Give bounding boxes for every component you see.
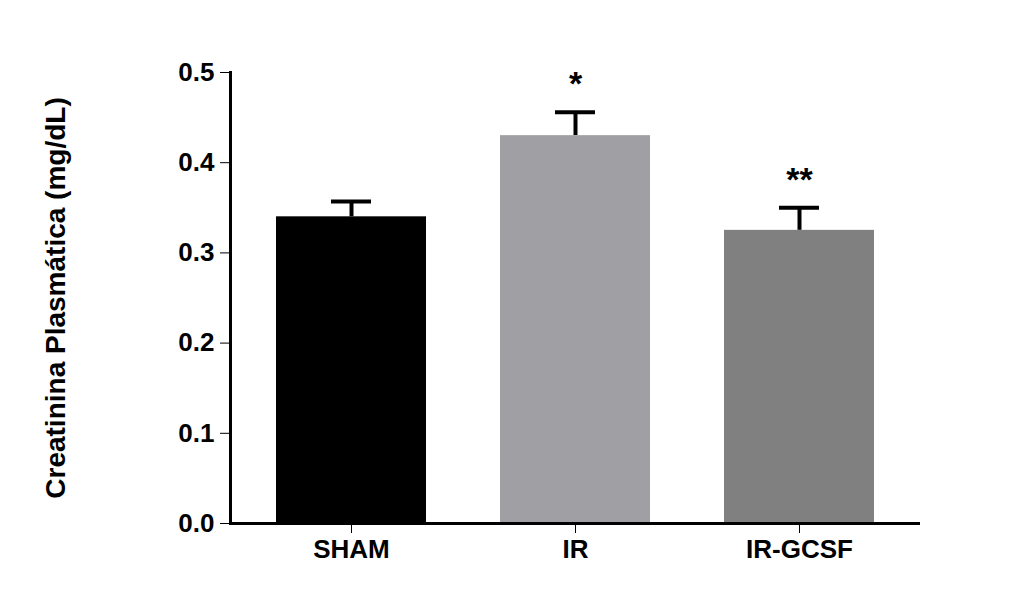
svg-text:0.3: 0.3: [178, 237, 214, 267]
svg-text:0.1: 0.1: [178, 418, 214, 448]
svg-text:0.0: 0.0: [178, 508, 214, 538]
svg-text:SHAM: SHAM: [313, 534, 390, 564]
svg-text:0.2: 0.2: [178, 327, 214, 357]
svg-text:**: **: [786, 160, 813, 198]
svg-text:*: *: [569, 64, 583, 102]
svg-text:0.4: 0.4: [178, 147, 215, 177]
svg-text:Creatinina Plasmática (mg/dL): Creatinina Plasmática (mg/dL): [40, 97, 71, 498]
svg-text:0.5: 0.5: [178, 57, 214, 87]
svg-text:IR-GCSF: IR-GCSF: [746, 534, 853, 564]
svg-text:IR: IR: [563, 534, 589, 564]
